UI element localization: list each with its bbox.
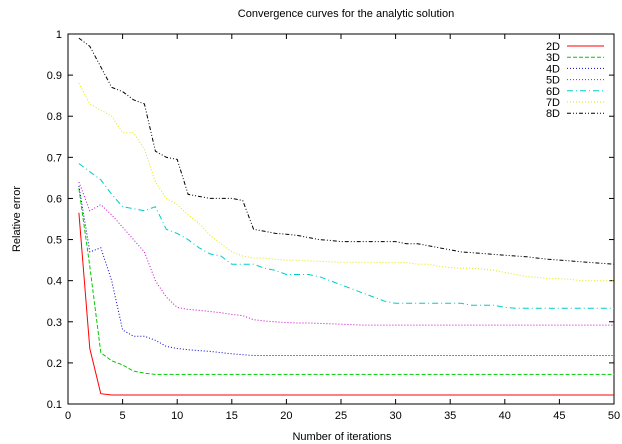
- legend-label-6d: 6D: [546, 86, 560, 98]
- series-line-3d: [78, 188, 614, 375]
- legend-label-4d: 4D: [546, 63, 560, 75]
- x-tick-label: 25: [335, 410, 347, 422]
- x-tick-label: 10: [171, 410, 183, 422]
- y-tick-label: 0.4: [47, 276, 62, 288]
- y-tick-label: 1: [56, 29, 62, 41]
- plot-frame: [67, 33, 615, 405]
- x-axis-label: Number of iterations: [292, 431, 392, 443]
- x-tick-label: 20: [280, 410, 292, 422]
- series-line-4d: [78, 186, 614, 356]
- y-tick-label: 0.5: [47, 235, 62, 247]
- chart-title: Convergence curves for the analytic solu…: [238, 8, 454, 20]
- y-tick-label: 0.2: [47, 358, 62, 370]
- plot-border: [67, 33, 615, 405]
- legend-label-3d: 3D: [546, 52, 560, 64]
- legend-label-2d: 2D: [546, 41, 560, 53]
- series-line-6d: [78, 163, 614, 309]
- y-tick-label: 0.7: [47, 152, 62, 164]
- x-tick-label: 45: [553, 410, 565, 422]
- x-axis-ticks: 0 5 10 15 20 25 30 35 40 45 50: [65, 34, 620, 422]
- x-tick-label: 5: [120, 410, 126, 422]
- x-tick-label: 40: [499, 410, 511, 422]
- x-tick-label: 0: [65, 410, 71, 422]
- x-tick-label: 35: [444, 410, 456, 422]
- series-line-5d: [78, 181, 614, 326]
- x-tick-label: 15: [226, 410, 238, 422]
- y-tick-label: 0.6: [47, 193, 62, 205]
- series-line-2d: [78, 212, 614, 396]
- legend-label-5d: 5D: [546, 75, 560, 87]
- y-axis-label: Relative error: [11, 186, 23, 252]
- y-axis-ticks: 0.1 0.2 0.3 0.4 0.5 0.6 0.7 0.8 0.9 1: [47, 29, 614, 411]
- y-tick-label: 0.3: [47, 317, 62, 329]
- series-line-7d: [78, 83, 614, 282]
- legend-label-7d: 7D: [546, 97, 560, 109]
- x-tick-label: 50: [608, 410, 620, 422]
- y-tick-label: 0.8: [47, 111, 62, 123]
- series-line-8d: [78, 37, 615, 265]
- x-tick-label: 30: [389, 410, 401, 422]
- legend-label-8d: 8D: [546, 108, 560, 120]
- y-tick-label: 0.9: [47, 70, 62, 82]
- series-lines: [78, 37, 615, 396]
- y-tick-label: 0.1: [47, 399, 62, 411]
